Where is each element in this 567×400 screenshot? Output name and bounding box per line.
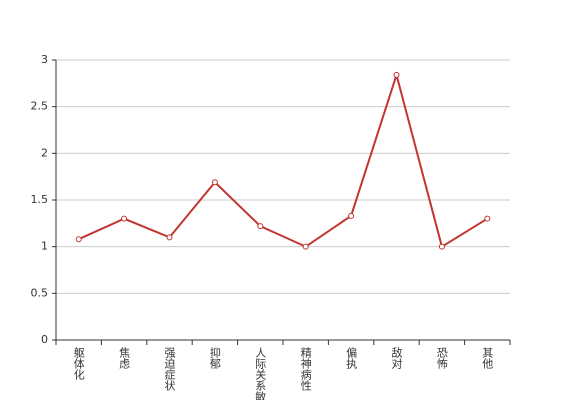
x-tick-label: 敌对: [390, 346, 403, 369]
x-tick-label: 强迫症状: [163, 347, 176, 391]
point: [166, 234, 173, 241]
line: [78, 71, 488, 249]
point: [393, 71, 400, 78]
point: [75, 236, 82, 243]
point: [484, 215, 491, 222]
point: [348, 212, 355, 219]
x-tick-label: 其他: [481, 347, 494, 369]
x-tick-label: 精神病性: [299, 347, 312, 392]
point: [438, 243, 445, 250]
point: [211, 179, 218, 186]
y-tick-label: 2: [41, 146, 48, 159]
point: [121, 215, 128, 222]
y-tick-label: 1: [41, 240, 48, 253]
x-tick-label: 偏执: [345, 346, 358, 370]
point: [257, 223, 264, 230]
x-tick-label: 抑郁: [208, 346, 221, 369]
y-tick-label: 1.5: [31, 193, 49, 206]
x-tick-label: 人际关系敏感: [254, 347, 267, 400]
y-tick-label: 0: [41, 333, 48, 346]
point: [302, 243, 309, 250]
x-tick-label: 焦虑: [118, 347, 131, 369]
y-tick-label: 3: [41, 53, 48, 66]
x-tick-label: 躯体化: [72, 347, 85, 381]
y-tick-label: 2.5: [31, 100, 49, 113]
y-tick-label: 0.5: [31, 286, 49, 299]
x-tick-label: 恐怖: [435, 347, 448, 369]
